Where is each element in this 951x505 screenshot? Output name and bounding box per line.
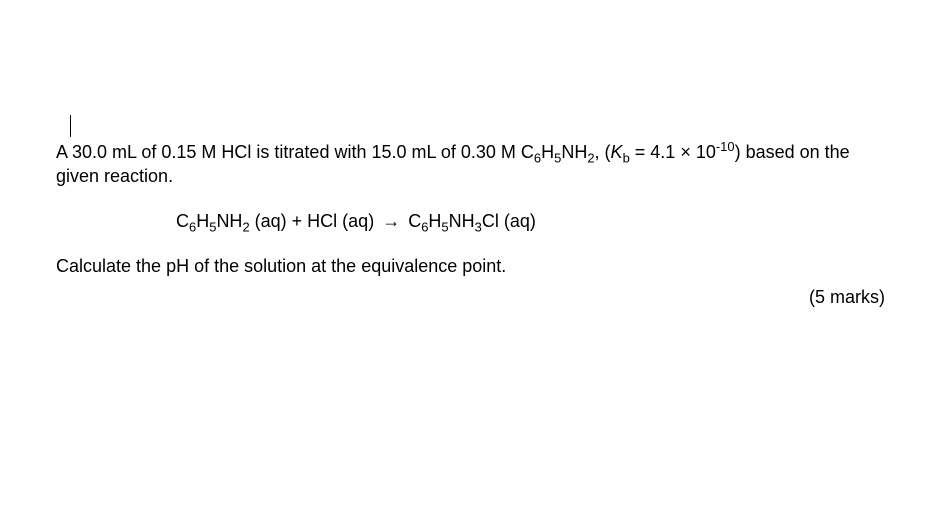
text: NH	[561, 142, 587, 162]
text: H	[541, 142, 554, 162]
subscript: 2	[587, 151, 594, 166]
subscript: 3	[475, 219, 482, 234]
text: , (	[595, 142, 611, 162]
text-cursor	[70, 115, 71, 137]
text: (aq) + HCl (aq)	[250, 211, 375, 231]
marks-label: (5 marks)	[56, 287, 895, 308]
text: NH	[449, 211, 475, 231]
variable-k: K	[611, 142, 623, 162]
subscript: 5	[441, 219, 448, 234]
text: A 30.0 mL of 0.15 M HCl is titrated with…	[56, 142, 534, 162]
reaction-arrow: →	[374, 209, 408, 234]
reactant-formula: C	[176, 211, 189, 231]
subscript-b: b	[623, 151, 630, 166]
text: H	[428, 211, 441, 231]
question-text: Calculate the pH of the solution at the …	[56, 254, 895, 279]
chemical-equation: C6H5NH2 (aq) + HCl (aq)→C6H5NH3Cl (aq)	[56, 209, 895, 234]
subscript: 2	[242, 219, 249, 234]
problem-statement: A 30.0 mL of 0.15 M HCl is titrated with…	[56, 140, 895, 189]
text: NH	[216, 211, 242, 231]
superscript: -10	[716, 139, 735, 154]
text: H	[196, 211, 209, 231]
text: = 4.1 × 10	[630, 142, 716, 162]
product-formula: C	[408, 211, 421, 231]
text: Cl (aq)	[482, 211, 536, 231]
